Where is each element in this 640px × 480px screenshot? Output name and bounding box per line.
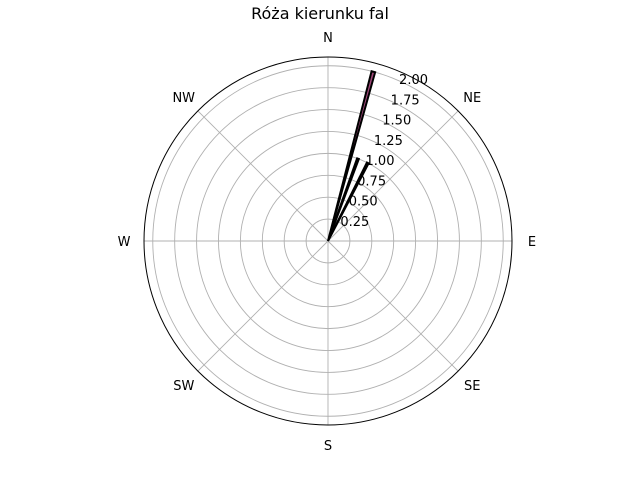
direction-label-ne: NE <box>463 91 481 106</box>
direction-label-s: S <box>324 439 332 454</box>
r-tick-label: 0.50 <box>349 195 378 210</box>
bars <box>327 70 377 242</box>
r-tick-label: 1.50 <box>382 114 411 129</box>
grid-spoke <box>197 240 329 372</box>
grid-spoke <box>327 240 459 372</box>
polar-grid <box>144 57 512 425</box>
r-tick-label: 1.25 <box>374 134 403 149</box>
grid-spoke <box>327 110 459 242</box>
grid-spoke <box>197 110 329 242</box>
bar-1 <box>327 157 361 242</box>
direction-label-w: W <box>118 235 131 250</box>
bar-2 <box>327 161 370 242</box>
bar-0 <box>327 70 377 242</box>
r-tick-label: 1.00 <box>366 154 395 169</box>
r-tick-label: 0.75 <box>357 174 386 189</box>
r-tick-label: 2.00 <box>399 73 428 88</box>
direction-label-e: E <box>528 235 536 250</box>
chart-title: Róża kierunku fal <box>251 4 389 23</box>
direction-label-se: SE <box>464 379 480 394</box>
direction-label-nw: NW <box>172 91 195 106</box>
polar-frame <box>143 56 513 426</box>
r-tick-label: 1.75 <box>391 93 420 108</box>
direction-label-n: N <box>323 31 333 46</box>
direction-labels: N NE E SE S SW W NW <box>118 31 537 454</box>
direction-label-sw: SW <box>173 379 194 394</box>
r-tick-label: 0.25 <box>340 215 369 230</box>
radial-tick-labels: 0.25 0.50 0.75 1.00 1.25 1.50 1.75 2.00 <box>340 73 428 230</box>
